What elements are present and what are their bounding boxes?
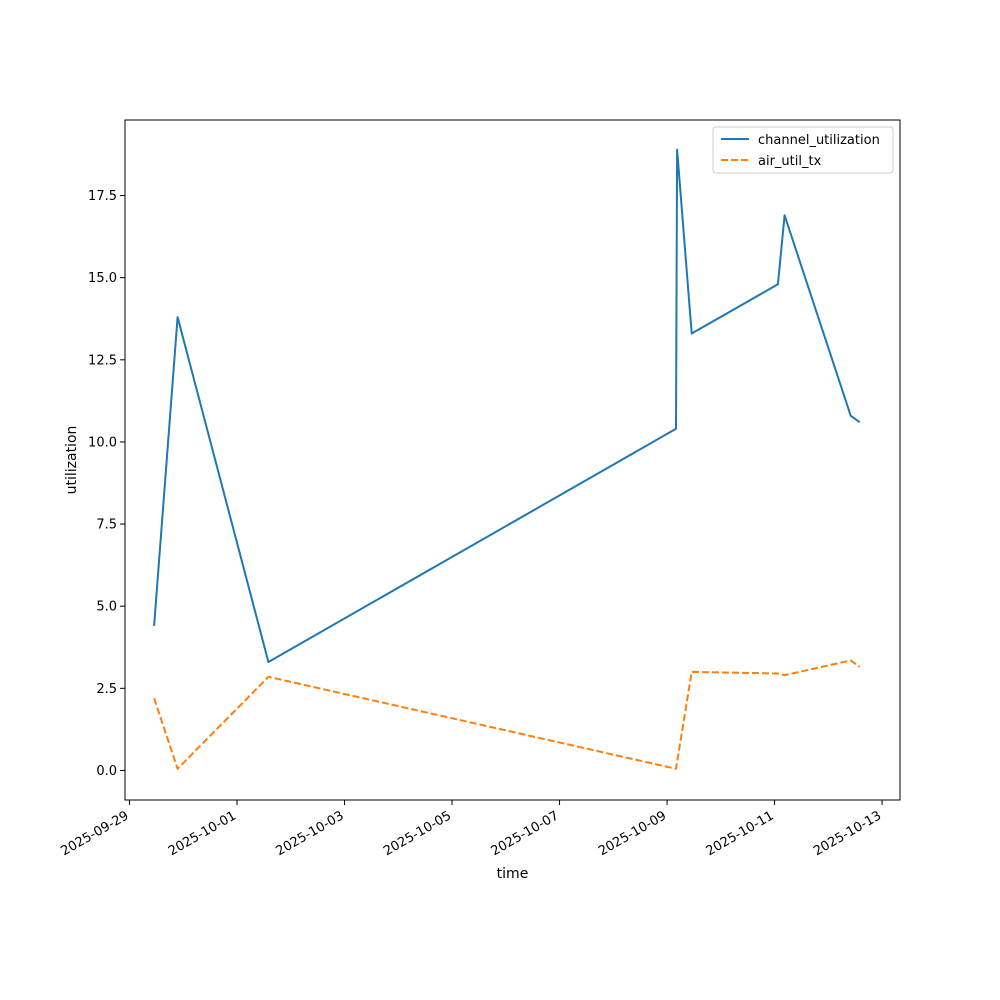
series-line-air_util_tx [153, 659, 861, 770]
legend-label: air_util_tx [758, 154, 822, 169]
plot-frame [124, 119, 901, 801]
y-tick-label: 12.5 [88, 353, 117, 368]
x-tick-label: 2025-10-01 [166, 808, 239, 859]
x-axis-label: time [497, 866, 529, 882]
series-line-channel_utilization [153, 148, 861, 663]
x-tick-label: 2025-10-09 [596, 808, 669, 859]
y-tick-label: 0.0 [96, 764, 117, 779]
y-axis-ticks: 0.0 2.5 5.0 7.5 10.0 12.5 15.0 17.5 [88, 189, 125, 779]
y-tick-label: 10.0 [88, 435, 117, 450]
x-tick-label: 2025-10-07 [489, 808, 562, 859]
legend-label: channel_utilization [758, 133, 880, 148]
x-tick-label: 2025-10-03 [274, 808, 347, 859]
y-axis-label: utilization [64, 426, 80, 495]
legend: channel_utilization air_util_tx [712, 126, 894, 174]
y-tick-label: 15.0 [88, 271, 117, 286]
y-tick-label: 2.5 [96, 682, 117, 697]
x-tick-label: 2025-10-05 [381, 808, 454, 859]
x-tick-label: 2025-10-11 [704, 808, 777, 859]
x-tick-label: 2025-09-29 [59, 808, 132, 859]
y-tick-label: 17.5 [88, 189, 117, 204]
plot-lines [153, 148, 861, 770]
legend-box [712, 126, 894, 174]
y-tick-label: 5.0 [96, 600, 117, 615]
x-axis-ticks: 2025-09-29 2025-10-01 2025-10-03 2025-10-05… [59, 800, 884, 859]
y-tick-label: 7.5 [96, 518, 117, 533]
x-tick-label: 2025-10-13 [811, 808, 884, 859]
